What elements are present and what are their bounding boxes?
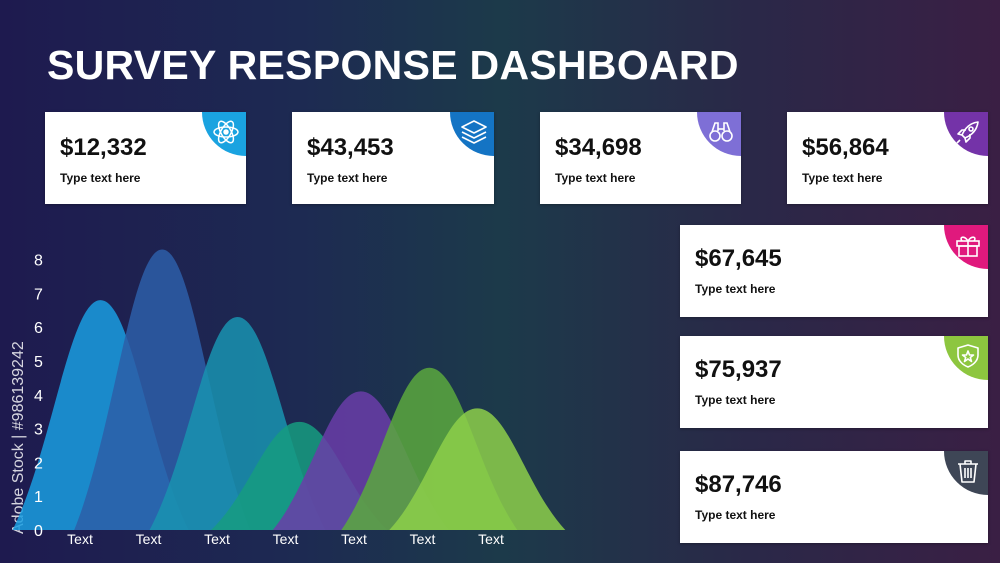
stat-card-6: $75,937 Type text here — [680, 336, 988, 428]
stat-card-7: $87,746 Type text here — [680, 451, 988, 543]
stat-card-3: $34,698 Type text here — [540, 112, 741, 204]
card-badge — [202, 112, 246, 156]
card-value: $34,698 — [555, 134, 642, 161]
card-value: $87,746 — [695, 471, 782, 498]
card-label: Type text here — [307, 171, 388, 185]
x-tick-label: Text — [273, 531, 299, 547]
stat-card-1: $12,332 Type text here — [45, 112, 246, 204]
card-label: Type text here — [802, 171, 883, 185]
area-peak-7 — [389, 408, 566, 530]
card-label: Type text here — [695, 508, 776, 522]
card-badge — [450, 112, 494, 156]
dashboard-title: SURVEY RESPONSE DASHBOARD — [47, 42, 739, 88]
y-tick-label: 8 — [34, 253, 43, 270]
card-badge — [944, 112, 988, 156]
stat-card-2: $43,453 Type text here — [292, 112, 494, 204]
shield-star-icon — [957, 344, 979, 368]
stat-card-5: $67,645 Type text here — [680, 225, 988, 317]
y-tick-label: 1 — [34, 489, 43, 506]
y-tick-label: 4 — [34, 388, 43, 405]
card-value: $43,453 — [307, 134, 394, 161]
y-axis-ticks: 0 1 2 3 4 5 6 7 8 — [34, 253, 43, 540]
x-tick-label: Text — [67, 531, 93, 547]
y-tick-label: 2 — [34, 455, 43, 472]
layers-icon — [461, 120, 487, 144]
x-tick-label: Text — [136, 531, 162, 547]
card-value: $56,864 — [802, 134, 889, 161]
card-label: Type text here — [695, 393, 776, 407]
card-badge — [697, 112, 741, 156]
y-tick-label: 3 — [34, 422, 43, 439]
x-tick-label: Text — [410, 531, 436, 547]
y-tick-label: 6 — [34, 320, 43, 337]
card-value: $12,332 — [60, 134, 147, 161]
x-axis-ticks: Text Text Text Text Text Text Text — [67, 531, 504, 547]
card-value: $75,937 — [695, 356, 782, 383]
card-label: Type text here — [695, 282, 776, 296]
y-tick-label: 0 — [34, 523, 43, 540]
area-chart: 0 1 2 3 4 5 6 7 8 Text Text Text Text Text Text Text — [12, 249, 566, 547]
chart-series-group — [12, 249, 566, 530]
binoculars-icon — [709, 122, 733, 142]
x-tick-label: Text — [478, 531, 504, 547]
card-label: Type text here — [60, 171, 141, 185]
y-tick-label: 5 — [34, 354, 43, 371]
card-badge — [944, 225, 988, 269]
y-tick-label: 7 — [34, 286, 43, 303]
x-tick-label: Text — [341, 531, 367, 547]
trash-icon — [958, 460, 978, 483]
rocket-icon — [956, 121, 979, 144]
card-badge — [944, 336, 988, 380]
card-badge — [944, 451, 988, 495]
x-tick-label: Text — [204, 531, 230, 547]
atom-icon — [213, 120, 239, 144]
stat-card-4: $56,864 Type text here — [787, 112, 988, 204]
card-label: Type text here — [555, 171, 636, 185]
gift-icon — [956, 236, 980, 257]
card-value: $67,645 — [695, 245, 782, 272]
